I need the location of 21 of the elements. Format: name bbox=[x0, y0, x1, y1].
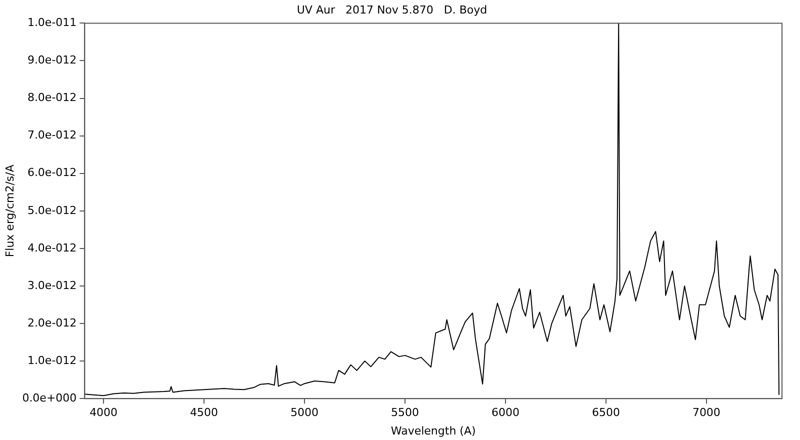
x-tick-label: 5500 bbox=[391, 406, 419, 420]
y-tick-label: 1.0e-011 bbox=[27, 16, 77, 30]
x-tick-label: 4500 bbox=[190, 406, 218, 420]
y-tick-label: 0.0e+000 bbox=[22, 391, 77, 404]
y-tick-label: 5.0e-012 bbox=[27, 204, 77, 217]
chart-title: UV Aur 2017 Nov 5.870 D. Boyd bbox=[296, 3, 488, 16]
x-tick-label: 6000 bbox=[491, 406, 520, 420]
y-tick-label: 9.0e-012 bbox=[27, 54, 77, 67]
x-tick-label: 5000 bbox=[290, 406, 319, 420]
y-tick-label: 2.0e-012 bbox=[27, 316, 77, 330]
y-tick-label: 1.0e-012 bbox=[27, 354, 77, 367]
x-tick-label: 7000 bbox=[692, 406, 720, 420]
y-tick-label: 4.0e-012 bbox=[27, 241, 77, 254]
x-tick-label: 6500 bbox=[592, 406, 620, 420]
y-axis-title: Flux erg/cm2/s/A bbox=[3, 164, 16, 258]
x-axis-title: Wavelength (A) bbox=[390, 424, 476, 438]
x-tick-label: 4000 bbox=[90, 406, 118, 420]
y-tick-label: 6.0e-012 bbox=[27, 166, 77, 180]
y-tick-label: 3.0e-012 bbox=[27, 278, 77, 292]
y-tick-label: 8.0e-012 bbox=[27, 91, 77, 104]
y-tick-label: 7.0e-012 bbox=[27, 128, 77, 142]
